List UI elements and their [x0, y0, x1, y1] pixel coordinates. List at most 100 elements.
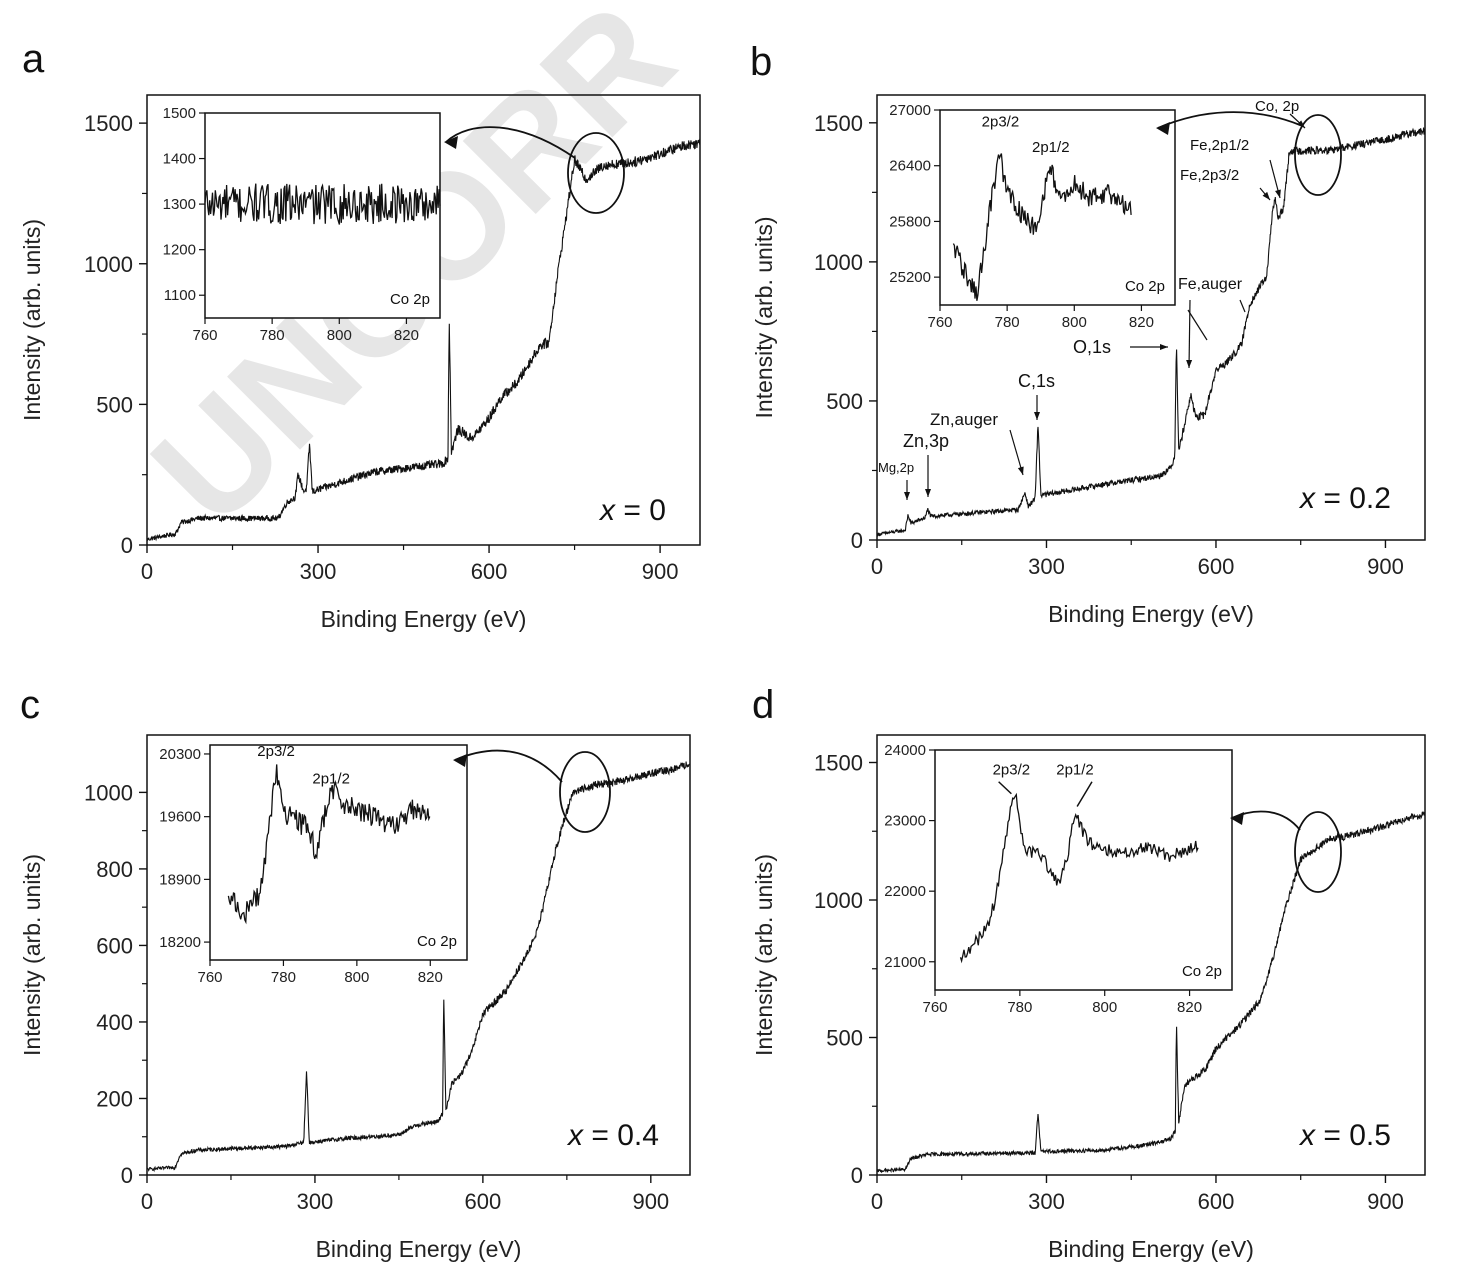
x-tick-label: 0: [871, 1189, 883, 1214]
inset-y-tick-label: 1300: [163, 196, 196, 213]
plot-frame: [146, 734, 691, 1176]
inset-x-tick-label: 820: [394, 327, 419, 344]
x-tick-label: 0: [141, 559, 153, 584]
zoom-oval: [559, 751, 611, 833]
y-tick-label: 1000: [814, 888, 863, 913]
inset-x-tick-label: 760: [922, 999, 947, 1016]
inset-y-tick-label: 25200: [889, 269, 931, 286]
x-axis-title: Binding Energy (eV): [321, 606, 527, 632]
zoom-arrow: [445, 126, 576, 159]
x-tick-label: 600: [1198, 554, 1235, 579]
inset-y-tick-label: 1200: [163, 242, 196, 259]
inset-y-tick-label: 18900: [159, 871, 201, 888]
peak-annotation: Fe,auger: [1178, 276, 1243, 293]
inset-y-tick-label: 27000: [889, 102, 931, 119]
inset-x-tick-label: 760: [197, 969, 222, 986]
peak-arrow: [998, 781, 1012, 795]
annotation-arrowhead: [1017, 466, 1024, 475]
annotation-arrowhead: [1034, 412, 1040, 420]
y-tick-label: 0: [121, 1163, 133, 1188]
inset-y-tick-label: 23000: [884, 813, 926, 830]
inset-label: Co 2p: [417, 933, 457, 950]
annotation-arrowhead: [1160, 344, 1168, 350]
panel-d: d 0 300 600 900 0 500 1000 1500 Binding Energy (e…: [751, 683, 1426, 1262]
annotation-arrow: [1188, 299, 1191, 369]
inset-spectrum-line: [952, 153, 1132, 301]
x-axis-title: Binding Energy (eV): [316, 1236, 522, 1262]
inset-spectrum-line: [204, 183, 441, 225]
inset-y-tick-label: 1100: [164, 287, 196, 304]
panel-a: a 0 300 600 900 0 500 1000 1500 Binding Energy (e…: [19, 37, 701, 632]
inset-x-tick-label: 780: [1007, 999, 1032, 1016]
inset-frame: [204, 112, 441, 319]
y-tick-label: 1000: [814, 250, 863, 275]
inset-x-tick-label: 800: [1062, 314, 1087, 331]
x-axis-title: Binding Energy (eV): [1048, 601, 1254, 627]
annotation-arrowhead: [925, 489, 931, 497]
composition-label: x = 0.4: [566, 1119, 659, 1152]
inset-x-tick-label: 800: [344, 969, 369, 986]
x-tick-label: 900: [632, 1189, 669, 1214]
panel-letter: c: [20, 683, 40, 727]
zoom-oval: [1294, 114, 1342, 196]
panel-letter: b: [750, 40, 772, 84]
annotation-arrowhead: [1186, 359, 1193, 368]
peak-annotation: O,1s: [1073, 337, 1111, 357]
inset-y-tick-label: 22000: [884, 883, 926, 900]
y-axis-title: Intensity (arb. units): [751, 854, 777, 1056]
annotation-arrowhead: [904, 492, 910, 500]
zoom-oval: [1294, 811, 1342, 893]
inset: 760 780 800 820 1100 1200 1300 1400 1500 Co 2p: [163, 105, 441, 344]
x-tick-label: 600: [1198, 1189, 1235, 1214]
inset: 760 780 800 820 18200 18900 19600 20300 Co 2p 2p3…: [159, 743, 468, 986]
inset-label: Co 2p: [1125, 278, 1165, 295]
inset-y-tick-label: 1500: [163, 105, 196, 122]
inset-label: Co 2p: [390, 291, 430, 308]
panels: a 0 300 600 900 0 500 1000 1500 Binding Energy (e…: [19, 37, 1426, 1262]
panel-b: b 0 300 600 900 0 500 1000 1500 Binding Energy (e…: [750, 40, 1426, 627]
inset-x-tick-label: 820: [1129, 314, 1154, 331]
x-tick-label: 600: [471, 559, 508, 584]
inset-y-tick-label: 19600: [159, 809, 201, 826]
composition-label: x = 0: [598, 494, 666, 527]
zoom-oval: [567, 132, 625, 214]
annotation-arrowhead: [1297, 120, 1305, 128]
annotation-arrowhead: [1262, 191, 1270, 200]
inset: 760 780 800 820 21000 22000 23000 24000 Co 2p 2p3…: [884, 742, 1233, 1016]
y-tick-label: 200: [96, 1086, 133, 1111]
inset-spectrum-line: [959, 792, 1199, 964]
peak-annotation: Zn,auger: [930, 410, 998, 429]
inset-x-tick-label: 780: [271, 969, 296, 986]
y-tick-label: 1500: [814, 111, 863, 136]
plot-frame: [876, 94, 1426, 541]
peak-label: 2p3/2: [257, 743, 295, 760]
y-tick-label: 1500: [814, 751, 863, 776]
x-axis-title: Binding Energy (eV): [1048, 1236, 1254, 1262]
spectrum-line: [146, 761, 691, 1173]
y-tick-label: 0: [851, 1163, 863, 1188]
peak-annotation: Fe,2p1/2: [1190, 137, 1249, 154]
y-tick-label: 500: [96, 392, 133, 417]
inset-x-tick-label: 780: [995, 314, 1020, 331]
zoom-arrowhead: [444, 136, 458, 149]
spectrum-line: [876, 127, 1426, 538]
peak-annotation: Co, 2p: [1255, 98, 1299, 115]
panel-letter: a: [22, 37, 45, 81]
peak-annotation: C,1s: [1018, 371, 1055, 391]
y-axis-title: Intensity (arb. units): [751, 217, 777, 419]
annotation-arrow: [1187, 309, 1208, 341]
y-tick-label: 0: [121, 533, 133, 558]
inset-frame: [209, 744, 468, 961]
y-tick-label: 500: [826, 1026, 863, 1051]
x-tick-label: 900: [642, 559, 679, 584]
inset-y-tick-label: 1400: [163, 151, 196, 168]
panel-letter: d: [752, 683, 774, 727]
x-tick-label: 0: [871, 554, 883, 579]
x-tick-label: 900: [1367, 554, 1404, 579]
y-axis-title: Intensity (arb. units): [19, 854, 45, 1056]
inset-x-tick-label: 780: [260, 327, 285, 344]
zoom-arrow: [454, 749, 563, 783]
peak-label: 2p3/2: [982, 114, 1020, 131]
inset-y-tick-label: 20300: [159, 746, 201, 763]
